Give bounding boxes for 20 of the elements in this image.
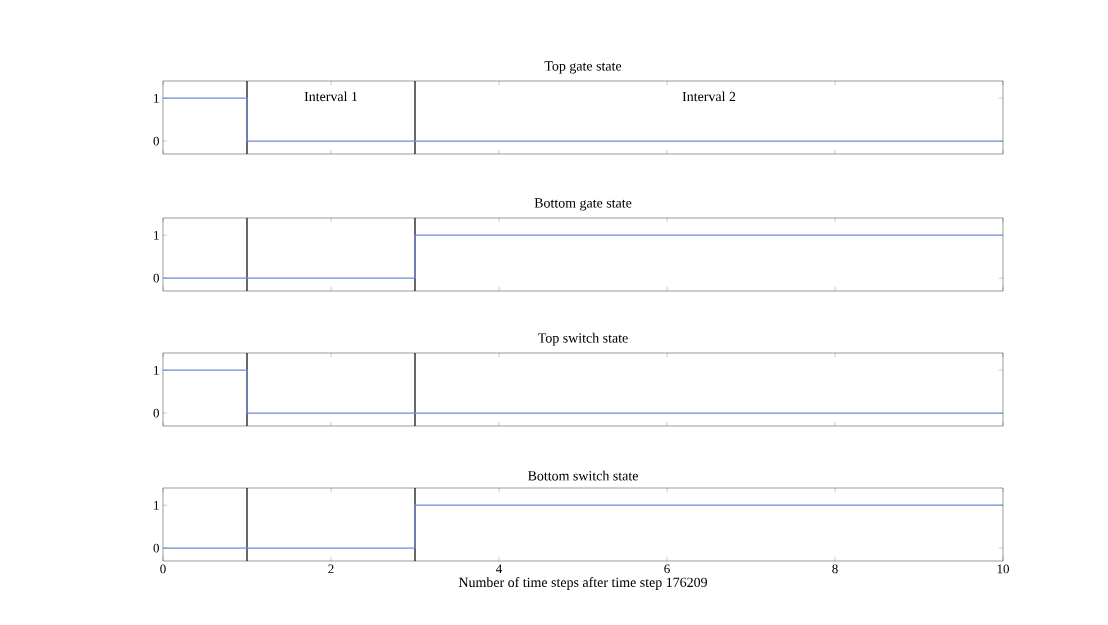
chart-title: Bottom gate state [534,198,632,211]
x-tick-label: 10 [997,564,1009,574]
y-tick-label: 1 [154,365,159,375]
y-tick-label: 0 [153,408,159,418]
x-axis-title: Number of time steps after time step 176209 [458,577,707,590]
y-tick-label: 1 [154,230,159,240]
x-tick-label: 6 [664,564,670,574]
annotation: Interval 2 [682,91,736,102]
x-tick-label: 2 [328,564,334,574]
annotation: Interval 1 [304,91,358,102]
chart-title: Top gate state [544,61,622,74]
x-tick-label: 4 [496,564,503,574]
y-tick-label: 0 [153,136,159,146]
x-tick-label: 8 [832,564,838,574]
y-tick-label: 1 [154,500,159,510]
y-tick-label: 1 [154,93,159,103]
y-tick-label: 0 [153,543,159,553]
chart-title: Top switch state [538,332,628,346]
y-tick-label: 0 [153,273,159,283]
chart-title: Bottom switch state [528,470,638,481]
